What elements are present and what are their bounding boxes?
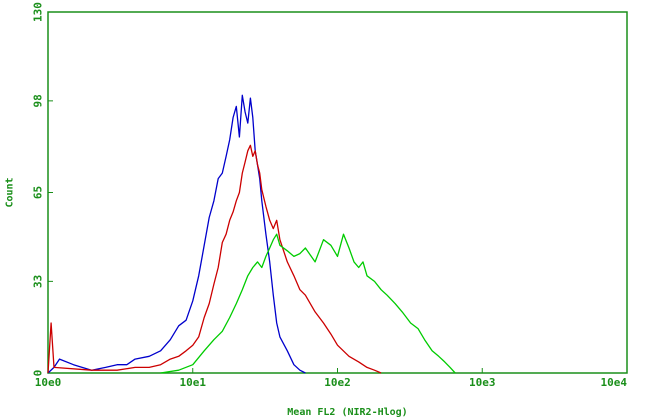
x-tick-label: 10e4 xyxy=(601,376,628,389)
x-axis-title: Mean FL2 (NIR2-Hlog) xyxy=(287,407,407,418)
y-axis-ticks: 0 33 65 98 130 xyxy=(32,2,53,377)
y-axis-title: Count xyxy=(5,177,16,207)
series-line-3 xyxy=(160,233,456,374)
y-tick-label: 33 xyxy=(32,275,45,288)
series-line-2 xyxy=(47,144,382,374)
series-layer xyxy=(47,94,456,374)
x-tick-label: 10e3 xyxy=(469,376,496,389)
x-tick-label: 10e0 xyxy=(35,376,62,389)
x-tick-label: 10e1 xyxy=(180,376,207,389)
x-tick-label: 10e2 xyxy=(324,376,351,389)
x-axis-ticks: 10e0 10e1 10e2 10e3 10e4 xyxy=(35,368,628,389)
y-tick-label: 130 xyxy=(32,2,45,22)
y-tick-label: 65 xyxy=(32,186,45,199)
y-tick-label: 0 xyxy=(32,370,45,377)
y-tick-label: 98 xyxy=(32,94,45,107)
series-line-1 xyxy=(47,94,306,374)
plot-frame xyxy=(47,11,628,374)
